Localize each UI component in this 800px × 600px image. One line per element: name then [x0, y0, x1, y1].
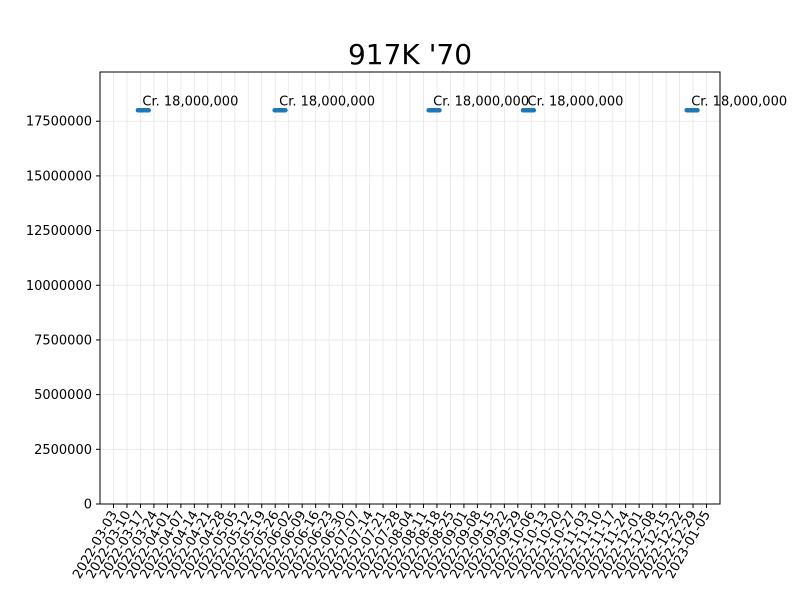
chart-title: 917K '70: [348, 38, 472, 71]
y-tick-label: 5000000: [34, 388, 92, 403]
y-tick-label: 15000000: [26, 169, 92, 184]
plot-frame: [99, 71, 721, 505]
y-tick-label: 0: [84, 498, 92, 513]
data-label: Cr. 18,000,000: [528, 94, 624, 109]
y-tick-label: 7500000: [34, 333, 92, 348]
data-label: Cr. 18,000,000: [142, 94, 238, 109]
axes: 2022-03-032022-03-102022-03-172022-03-24…: [26, 71, 721, 581]
y-tick-label: 2500000: [34, 443, 92, 458]
grid: [100, 72, 720, 505]
data-labels: Cr. 18,000,000 Cr. 18,000,000 Cr. 18,000,0…: [142, 94, 787, 109]
y-tick-label: 17500000: [26, 115, 92, 130]
y-tick-label: 10000000: [26, 279, 92, 294]
y-tick-label: 12500000: [26, 224, 92, 239]
data-label: Cr. 18,000,000: [279, 94, 375, 109]
data-label: Cr. 18,000,000: [433, 94, 529, 109]
data-label: Cr. 18,000,000: [691, 94, 787, 109]
